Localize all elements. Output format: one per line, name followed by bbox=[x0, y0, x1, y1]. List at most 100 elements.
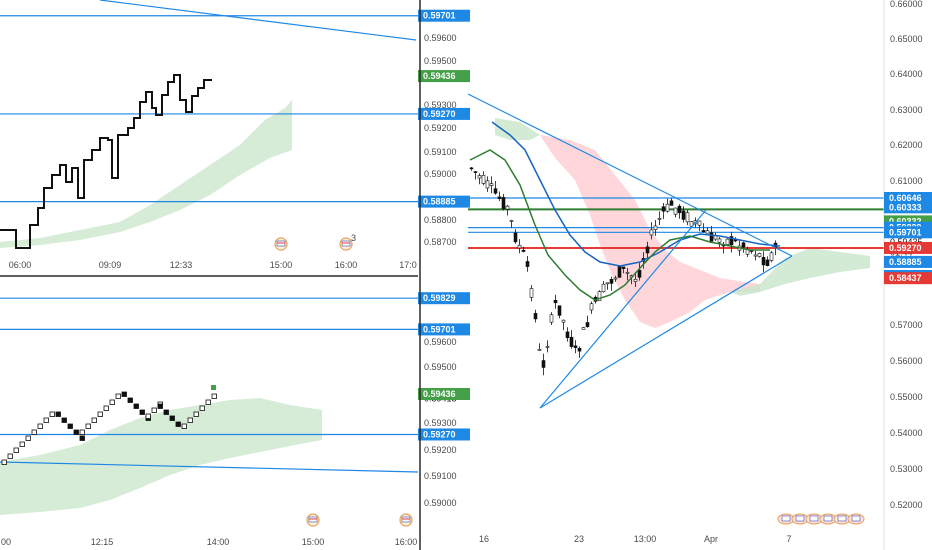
x-tick: 17:0 bbox=[399, 260, 417, 270]
pnf-box bbox=[7, 453, 13, 459]
pnf-box bbox=[115, 393, 121, 399]
price-tag-value: 0.59270 bbox=[889, 243, 922, 253]
candle-body bbox=[669, 200, 674, 206]
x-axis-top-left: 06:00 09:09 12:33 15:00 16:00 17:0 bbox=[9, 260, 417, 270]
pnf-box bbox=[37, 423, 43, 429]
price-tag-box bbox=[418, 323, 470, 336]
y-tick: 0.59600 bbox=[424, 33, 457, 43]
price-tag-value: 0.59270 bbox=[423, 429, 456, 439]
us-flag-icon[interactable] bbox=[306, 513, 320, 527]
x-tick: 06:00 bbox=[9, 260, 32, 270]
triangle-inner-line[interactable] bbox=[539, 209, 707, 409]
price-tag-value: 0.59270 bbox=[423, 109, 456, 119]
candle-body bbox=[625, 271, 630, 274]
y-tick: 0.59000 bbox=[424, 498, 457, 508]
candle-body bbox=[565, 331, 570, 339]
x-tick: 13:00 bbox=[634, 534, 657, 544]
panel-right: 16 23 13:00 Apr 7 0.66000 0.65000 0.6400… bbox=[467, 0, 932, 550]
pnf-box bbox=[121, 391, 127, 397]
price-tag: 0.60333 bbox=[884, 201, 932, 214]
candle-body bbox=[673, 207, 678, 215]
trend-line-top-left[interactable] bbox=[99, 0, 417, 41]
y-tick: 0.59500 bbox=[424, 56, 457, 66]
pnf-box bbox=[199, 405, 205, 411]
candle-body bbox=[677, 205, 682, 214]
candle-body bbox=[729, 236, 734, 246]
ichimoku-cloud-bottom-left bbox=[0, 398, 322, 515]
triangle-upper-line[interactable] bbox=[467, 93, 793, 257]
ichimoku-cloud-right bbox=[495, 118, 870, 328]
price-tag-box bbox=[884, 226, 932, 239]
cloud-area bbox=[0, 398, 322, 515]
candle-body bbox=[481, 174, 486, 184]
trend-line-bottom-left[interactable] bbox=[0, 461, 419, 473]
candle-body bbox=[557, 305, 562, 316]
candle-body bbox=[653, 225, 658, 230]
x-axis-right: 16 23 13:00 Apr 7 bbox=[479, 534, 792, 544]
candle-body bbox=[497, 196, 502, 200]
y-tick: 0.61000 bbox=[890, 176, 923, 186]
candle-body bbox=[733, 239, 738, 242]
cloud-area-bullish bbox=[495, 118, 540, 140]
y-axis-top-left: 0.59600 0.59500 0.59300 0.59200 0.59100 … bbox=[424, 33, 457, 247]
price-tag-box bbox=[884, 241, 932, 254]
candle-body bbox=[765, 259, 770, 266]
candle-body bbox=[513, 232, 518, 243]
us-flag-icon[interactable] bbox=[399, 513, 413, 527]
point-figure-boxes bbox=[1, 385, 217, 465]
pnf-box bbox=[103, 405, 109, 411]
x-tick: 16 bbox=[479, 534, 489, 544]
price-tag-value: 0.59436 bbox=[423, 389, 456, 399]
candle-body bbox=[549, 314, 554, 323]
y-tick: 0.57000 bbox=[890, 320, 923, 330]
pnf-box bbox=[193, 411, 199, 417]
candle-body bbox=[489, 183, 494, 186]
pnf-box bbox=[205, 399, 211, 405]
x-axis-bottom-left: 00 12:15 14:00 15:00 16:00 bbox=[1, 537, 417, 547]
y-tick: 0.52000 bbox=[890, 500, 923, 510]
candle-body bbox=[605, 282, 610, 285]
price-tag-value: 0.58437 bbox=[889, 273, 922, 283]
y-tick: 0.59600 bbox=[424, 337, 457, 347]
y-tick: 0.58700 bbox=[424, 237, 457, 247]
candle-body bbox=[477, 175, 482, 179]
pnf-box bbox=[139, 409, 145, 415]
panel-bottom-left: 00 12:15 14:00 15:00 16:00 0.59600 0.595… bbox=[0, 292, 470, 547]
x-tick: 12:15 bbox=[91, 537, 114, 547]
pnf-box bbox=[31, 429, 37, 435]
price-tag: 0.59436 bbox=[418, 388, 470, 401]
triangle-lower-line[interactable] bbox=[539, 255, 793, 409]
candle-body bbox=[705, 230, 710, 234]
candle-body bbox=[541, 360, 546, 368]
y-axis-right: 0.66000 0.65000 0.64000 0.63000 0.62000 … bbox=[890, 0, 923, 510]
candle-body bbox=[617, 265, 622, 278]
candle-body bbox=[701, 230, 706, 233]
event-markers-right bbox=[777, 513, 865, 525]
candle-body bbox=[697, 220, 702, 226]
us-flag-icon[interactable] bbox=[274, 237, 288, 251]
price-tags-right: 0.5943501:440.606460.603330.603320.59829… bbox=[884, 191, 932, 285]
x-tick: 12:33 bbox=[170, 260, 193, 270]
candle-body bbox=[769, 252, 774, 261]
panel-top-left: 3 06:00 09:09 12:33 15:00 16:00 17:0 0.5… bbox=[0, 0, 470, 270]
candle-body bbox=[645, 246, 650, 254]
candle-body bbox=[709, 232, 714, 242]
us-flag-icon[interactable]: 3 bbox=[339, 233, 356, 251]
x-tick: 14:00 bbox=[207, 537, 230, 547]
candle-body bbox=[633, 279, 638, 282]
x-tick: 23 bbox=[574, 534, 584, 544]
candle-body bbox=[613, 277, 618, 280]
candlesticks bbox=[469, 166, 778, 376]
triangle-pattern[interactable] bbox=[467, 93, 793, 409]
pnf-box bbox=[61, 417, 67, 423]
x-tick: 00 bbox=[1, 537, 11, 547]
price-tag-value: 0.59436 bbox=[423, 71, 456, 81]
candle-body bbox=[573, 345, 578, 348]
price-tag: 0.59701 bbox=[884, 226, 932, 239]
price-tag-value: 0.60646 bbox=[889, 193, 922, 203]
us-flag-icon bbox=[795, 515, 805, 522]
pnf-box bbox=[127, 397, 133, 403]
candle-body bbox=[597, 291, 602, 302]
